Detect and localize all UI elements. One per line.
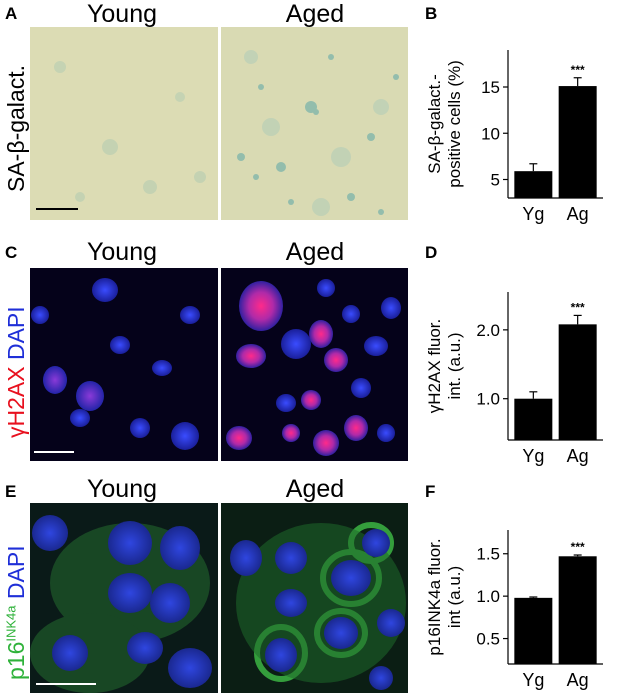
bar-chart-h2ax: 1.0 2.0 Yg *** Ag γH2AX fluor. int. (a.u.): [425, 292, 603, 466]
x-category-label: Yg: [522, 670, 544, 690]
micrograph-aged-sa-beta-gal: [221, 27, 408, 220]
stain-label-h2ax: γH2AX: [3, 366, 29, 438]
micrograph-aged-p16: [221, 503, 408, 693]
significance-marker: ***: [571, 540, 585, 554]
y-tick-label: 2.0: [476, 321, 500, 340]
bar-chart-sa-beta-gal: 5 10 15 Yg *** Ag SA-β-galact.- positive cells …: [425, 50, 603, 224]
y-axis-label-line2: positive cells (%): [445, 60, 464, 188]
significance-marker: ***: [571, 63, 585, 77]
y-axis-label-line2: int (a.u.): [445, 566, 464, 628]
y-axis-label: p16INK4a fluor. int (a.u.): [425, 538, 464, 655]
stain-label-p16-dapi: p16INK4a DAPI: [3, 545, 30, 680]
panel-letter-c: C: [5, 243, 18, 262]
y-tick-label: 10: [481, 124, 500, 143]
stain-label-dapi: DAPI: [3, 545, 29, 600]
panel-letter-b: B: [425, 4, 438, 23]
bar-yg: [514, 597, 553, 664]
y-tick-label: 5: [491, 171, 500, 190]
column-header-young: Young: [87, 0, 157, 28]
y-axis-label-line1: SA-β-galact.-: [425, 74, 444, 174]
y-tick-label: 1.0: [476, 587, 500, 606]
x-category-label: Ag: [567, 204, 589, 224]
column-header-young: Young: [87, 475, 157, 503]
column-header-aged: Aged: [285, 238, 345, 266]
bar-yg: [514, 398, 553, 440]
bar-yg: [514, 171, 553, 198]
nuclei-aged: [226, 279, 401, 456]
nuclei-young: [31, 278, 200, 453]
micrograph-young-sa-beta-gal: [30, 27, 218, 220]
sa-beta-gal-texture-young: [36, 61, 206, 210]
column-header-aged: Aged: [285, 0, 345, 28]
significance-marker: ***: [571, 300, 585, 314]
bar-ag: [558, 324, 597, 440]
bar-chart-p16: 0.5 1.0 1.5 Yg *** Ag p16INK4a fluor. int (a.u.…: [425, 530, 603, 690]
micrograph-young-h2ax: [30, 268, 218, 461]
column-header-young: Young: [87, 238, 157, 266]
stain-label-p16: p16INK4a: [3, 605, 29, 680]
x-category-label: Yg: [522, 204, 544, 224]
sa-beta-gal-texture-aged: [237, 50, 399, 216]
panel-letter-d: D: [425, 243, 438, 262]
y-axis-label-line1: p16INK4a fluor.: [425, 538, 444, 655]
panel-letter-a: A: [5, 4, 18, 23]
x-category-label: Ag: [567, 670, 589, 690]
micrograph-young-p16: [30, 503, 218, 693]
y-tick-label: 15: [481, 78, 500, 97]
y-axis-label: SA-β-galact.- positive cells (%): [425, 60, 464, 188]
cells-aged: [230, 522, 406, 690]
cells-young: [30, 515, 212, 693]
y-tick-label: 1.0: [476, 390, 500, 409]
y-tick-label: 1.5: [476, 545, 500, 564]
bar-ag: [558, 556, 597, 664]
stain-label-dapi: DAPI: [3, 306, 29, 361]
micrograph-aged-h2ax: [221, 268, 408, 461]
panel-letter-f: F: [425, 482, 436, 501]
y-tick-label: 0.5: [476, 630, 500, 649]
y-axis-label: γH2AX fluor. int. (a.u.): [425, 319, 464, 414]
bar-ag: [558, 86, 597, 198]
panel-letter-e: E: [5, 482, 17, 501]
x-category-label: Yg: [522, 446, 544, 466]
x-category-label: Ag: [567, 446, 589, 466]
column-header-aged: Aged: [285, 475, 345, 503]
stain-label-sa-beta-gal: SA-β-galact.: [3, 65, 29, 192]
stain-label-h2ax-dapi: γH2AX DAPI: [3, 306, 30, 438]
y-axis-label-line1: γH2AX fluor.: [425, 319, 444, 414]
y-axis-label-line2: int. (a.u.): [445, 332, 464, 399]
